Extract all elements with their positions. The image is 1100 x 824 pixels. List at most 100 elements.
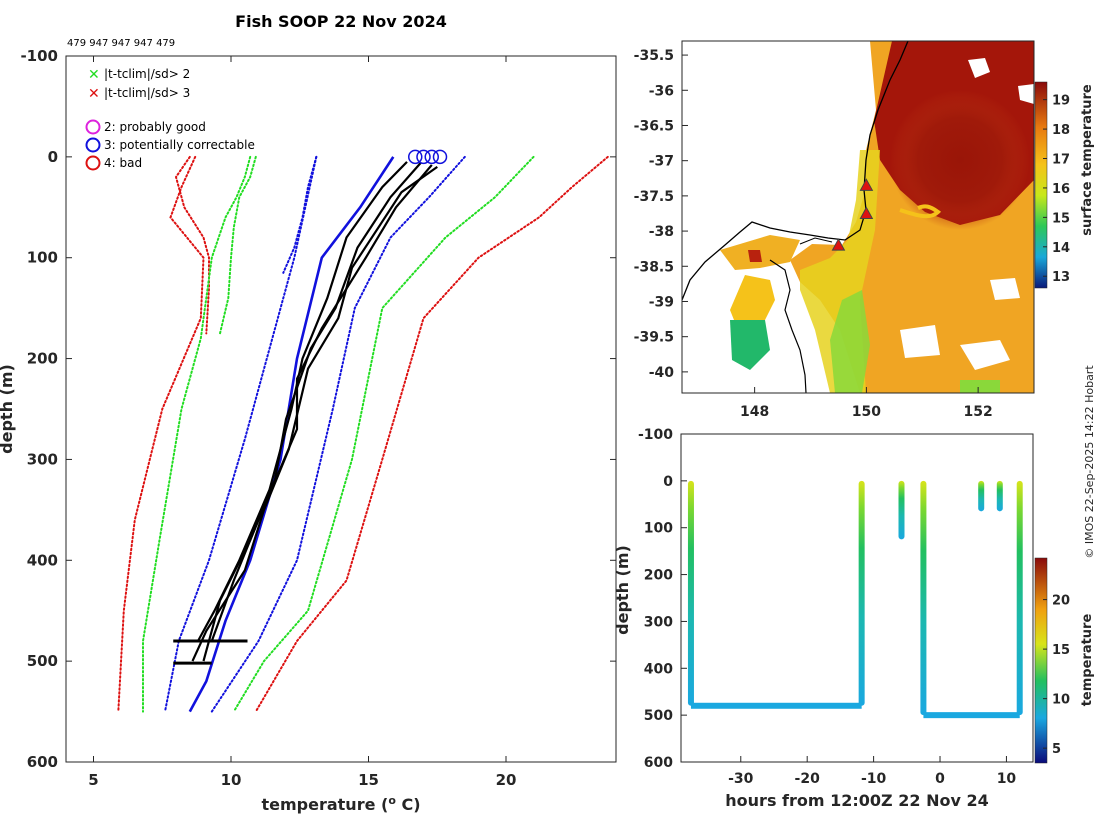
- map-ytick-label: -38: [649, 224, 674, 240]
- track-profiles: [687, 480, 1023, 719]
- track-ytick-label: -100: [638, 427, 673, 443]
- legend-marker-3sd: ✕: [88, 86, 100, 102]
- map-cloud-5: [990, 278, 1020, 300]
- map-ytick-label: -36.5: [634, 118, 674, 134]
- track-profile-descent-1: [898, 480, 905, 540]
- map-ytick-label: -39.5: [634, 330, 674, 346]
- legend-label-3sd: |t-tclim|/sd> 3: [104, 86, 190, 100]
- sst-cb-tick-label: 13: [1052, 270, 1070, 285]
- profile-ticks: 5 10 15 20 -100 0 100 200 300 400 500 600: [20, 47, 616, 789]
- sst-cb-tick-label: 15: [1052, 211, 1070, 226]
- legend-marker-correctable: [85, 137, 101, 153]
- temp-cb-tick-label: 20: [1052, 594, 1070, 609]
- track-ylabel: depth (m): [613, 545, 632, 635]
- track-profile-ascent-2: [1016, 480, 1023, 716]
- profile-surface-flag: [432, 149, 448, 165]
- track-ytick-label: 600: [644, 755, 673, 771]
- profile-ytick-label: -100: [20, 47, 58, 65]
- temp-cb-tick-label: 10: [1052, 693, 1070, 708]
- track-profile-descent-2: [920, 480, 927, 716]
- credit-text: © IMOS 22-Sep-2025 14:22 Hobart: [1083, 365, 1096, 559]
- track-profile-ascent-0: [858, 480, 865, 706]
- xbt-drop-marker: [831, 238, 846, 251]
- sst-colorbar: [1034, 81, 1048, 289]
- profile-series-0: [174, 155, 210, 335]
- profile-xtick-label: 15: [358, 771, 379, 789]
- track-profile-bottom-2: [923, 712, 1020, 719]
- map-cool-patch: [730, 320, 770, 370]
- profile-surface-flag: [408, 149, 423, 165]
- profile-ytick-label: 300: [27, 450, 58, 468]
- sst-cb-tick-label: 17: [1052, 153, 1070, 168]
- profile-xtick-label: 10: [221, 771, 242, 789]
- track-ytick-label: 300: [644, 614, 673, 630]
- map-ytick-label: -35.5: [634, 48, 674, 64]
- track-profile-bottom-0: [690, 702, 862, 709]
- profile-legend: ✕ |t-tclim|/sd> 2 ✕ |t-tclim|/sd> 3 2: p…: [85, 67, 255, 171]
- sst-cb-tick-label: 14: [1052, 241, 1070, 256]
- profile-series-11: [202, 162, 422, 662]
- map-markers: [831, 178, 874, 251]
- track-ytick-label: 200: [644, 568, 673, 584]
- map-ticks: 148 150 152 -35.5 -36 -36.5 -37 -37.5 -38 -38.5 -3…: [634, 48, 993, 420]
- map-coastline-inlet: [799, 237, 833, 245]
- legend-label-good: 2: probably good: [104, 120, 206, 134]
- sst-cb-tick-label: 18: [1052, 123, 1070, 138]
- sst-colorbar-ticks: 13 14 15 16 17 18 19: [1043, 94, 1070, 285]
- map-green-band: [830, 290, 870, 393]
- map-eddy: [890, 90, 1030, 230]
- track-ytick-label: 500: [644, 708, 673, 724]
- track-ytick-label: 400: [644, 661, 673, 677]
- profile-surface-flag: [424, 149, 439, 165]
- map-cloud-3: [900, 325, 940, 358]
- profile-series-1: [219, 155, 257, 335]
- track-xtick-label: -10: [861, 771, 887, 787]
- temp-colorbar-label: temperature: [1080, 614, 1095, 707]
- temp-colorbar-ticks: 5 10 15 20: [1043, 594, 1070, 757]
- track-profile-descent-4: [996, 480, 1003, 512]
- track-xtick-label: -30: [728, 771, 754, 787]
- map-ytick-label: -38.5: [634, 259, 674, 275]
- sst-map: 148 150 152 -35.5 -36 -36.5 -37 -37.5 -38 -38.5 -3…: [634, 40, 1095, 420]
- legend-marker-2sd: ✕: [88, 67, 100, 83]
- profile-xtick-label: 20: [496, 771, 517, 789]
- legend-marker-bad: [85, 155, 101, 171]
- profile-ytick-label: 100: [27, 249, 58, 267]
- profile-series: [117, 149, 609, 713]
- track-xtick-label: -20: [795, 771, 821, 787]
- profile-chart: 5 10 15 20 -100 0 100 200 300 400 500 600 ✕ |t-tcli…: [0, 47, 617, 814]
- profile-ytick-label: 600: [27, 753, 58, 771]
- map-coastline-tas: [769, 259, 807, 393]
- profile-ytick-label: 0: [48, 148, 58, 166]
- profile-series-8: [117, 155, 205, 713]
- sst-map-field: [682, 41, 1034, 393]
- profile-series-5: [232, 155, 535, 713]
- profile-ytick-label: 400: [27, 551, 58, 569]
- profile-axes-box: [65, 55, 617, 763]
- temp-colorbar: [1034, 557, 1048, 764]
- track-xlabel: hours from 12:00Z 22 Nov 24: [725, 791, 988, 810]
- sst-cb-tick-label: 19: [1052, 94, 1070, 109]
- map-eddy-edge: [899, 204, 942, 219]
- sst-colorbar-label: surface temperature: [1080, 84, 1095, 236]
- track-xtick-label: 10: [997, 771, 1017, 787]
- sst-cb-tick-label: 16: [1052, 182, 1070, 197]
- profile-series-4: [210, 155, 466, 713]
- map-ytick-label: -40: [649, 365, 675, 381]
- map-ytick-label: -37: [649, 154, 674, 170]
- map-cloud-4: [960, 340, 1010, 370]
- profile-series-3: [188, 156, 395, 713]
- map-ytick-label: -39: [649, 294, 674, 310]
- profile-ytick-label: 200: [27, 350, 58, 368]
- legend-marker-good: [85, 119, 101, 135]
- temp-cb-tick-label: 15: [1052, 643, 1070, 658]
- profile-ylabel: depth (m): [0, 364, 16, 454]
- track-profile-descent-3: [978, 480, 985, 512]
- map-xtick-label: 150: [852, 404, 881, 420]
- profile-series-7: [142, 155, 252, 713]
- profile-surface-flag: [416, 149, 431, 165]
- legend-label-correctable: 3: potentially correctable: [104, 138, 255, 152]
- map-hot-spot: [748, 250, 762, 262]
